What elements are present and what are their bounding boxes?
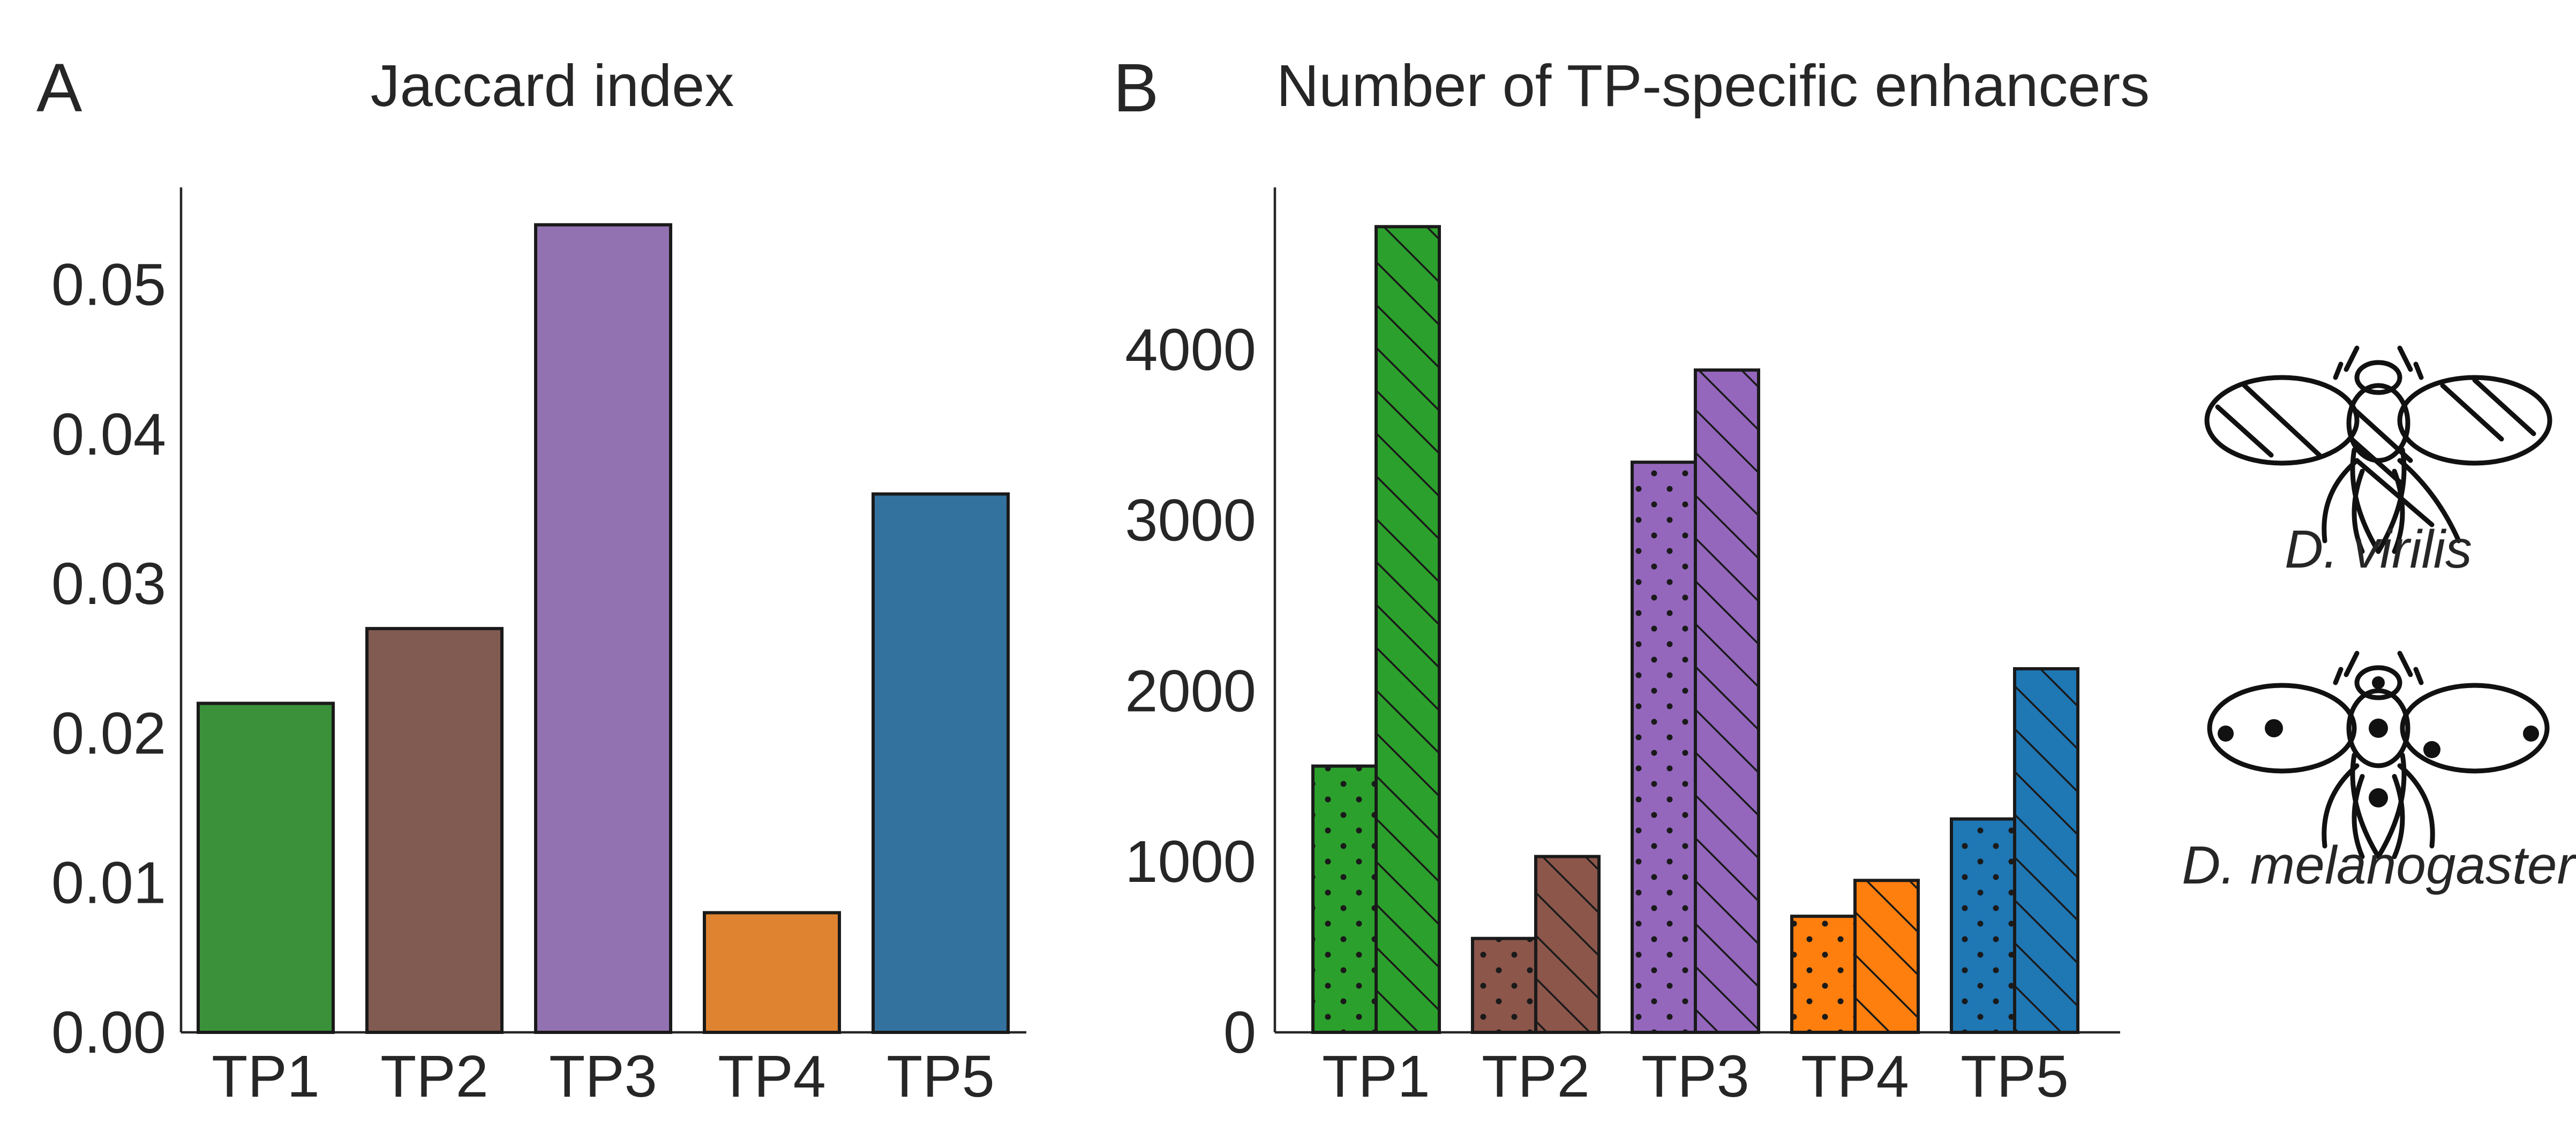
x-tick-a-tp2: TP2	[380, 1044, 489, 1109]
panel-b-title: Number of TP-specific enhancers	[1276, 53, 2150, 119]
y-tick-b: 0	[1223, 1000, 1256, 1066]
panel-b-letter: B	[1113, 50, 1159, 126]
bar-a-tp2	[365, 626, 504, 1034]
panel-a-x-ticks: TP1 TP2 TP3 TP4 TP5	[212, 1044, 995, 1109]
fly-hatched-icon	[2204, 345, 2552, 554]
x-tick-b-tp4: TP4	[1801, 1044, 1909, 1109]
bar-b-tp4-hatched	[1853, 879, 1920, 1034]
y-tick-b: 4000	[1125, 317, 1256, 383]
x-tick-b-tp5: TP5	[1961, 1044, 2069, 1109]
y-tick-a: 0.01	[51, 850, 166, 916]
x-tick-a-tp4: TP4	[718, 1044, 826, 1109]
x-tick-a-tp3: TP3	[549, 1044, 657, 1109]
panel-b: B Number of TP-specific enhancers 0 1000 2…	[1113, 50, 2150, 1109]
x-tick-b-tp2: TP2	[1482, 1044, 1590, 1109]
panel-b-bars	[1311, 225, 2079, 1034]
bar-b-tp5-dotted	[1950, 817, 2016, 1034]
bar-b-tp3-hatched	[1694, 368, 1760, 1034]
y-tick-b: 1000	[1125, 829, 1256, 895]
panel-a-y-ticks: 0.00 0.01 0.02 0.03 0.04 0.05	[51, 252, 166, 1066]
panel-a: A Jaccard index 0.00 0.01 0.02 0.03 0.04 0.05…	[36, 50, 1026, 1109]
fly-dotted-icon	[2207, 651, 2550, 859]
bar-a-tp5	[872, 492, 1010, 1034]
y-tick-a: 0.02	[51, 700, 166, 766]
bar-a-tp4	[703, 911, 841, 1034]
panel-b-y-ticks: 0 1000 2000 3000 4000	[1125, 317, 1256, 1066]
bar-b-tp1-dotted	[1311, 764, 1378, 1034]
x-tick-a-tp5: TP5	[887, 1044, 995, 1109]
bar-b-tp2-hatched	[1534, 855, 1601, 1034]
x-tick-a-tp1: TP1	[212, 1044, 320, 1109]
panel-a-letter: A	[36, 50, 82, 126]
legend-virilis-label: D. virilis	[2285, 519, 2472, 579]
panel-a-bars	[197, 223, 1010, 1034]
legend: D. virilis D. melanogaster	[2182, 345, 2576, 895]
bar-b-tp5-hatched	[2013, 667, 2079, 1034]
bar-b-tp3-dotted	[1631, 460, 1697, 1034]
bar-a-tp1	[197, 701, 335, 1034]
y-tick-a: 0.04	[51, 402, 166, 467]
x-tick-b-tp1: TP1	[1322, 1044, 1430, 1109]
panel-b-x-ticks: TP1 TP2 TP3 TP4 TP5	[1322, 1044, 2069, 1109]
panel-a-title: Jaccard index	[371, 53, 734, 119]
bar-b-tp1-hatched	[1375, 225, 1441, 1034]
bar-a-tp3	[534, 223, 672, 1034]
x-tick-b-tp3: TP3	[1641, 1044, 1749, 1109]
y-tick-a: 0.03	[51, 551, 166, 617]
bar-b-tp4-dotted	[1790, 915, 1857, 1034]
legend-melanogaster-label: D. melanogaster	[2182, 835, 2576, 895]
bar-b-tp2-dotted	[1471, 936, 1537, 1034]
y-tick-a: 0.00	[51, 1000, 166, 1066]
y-tick-b: 3000	[1125, 488, 1256, 554]
y-tick-a: 0.05	[51, 252, 166, 318]
y-tick-b: 2000	[1125, 658, 1256, 724]
